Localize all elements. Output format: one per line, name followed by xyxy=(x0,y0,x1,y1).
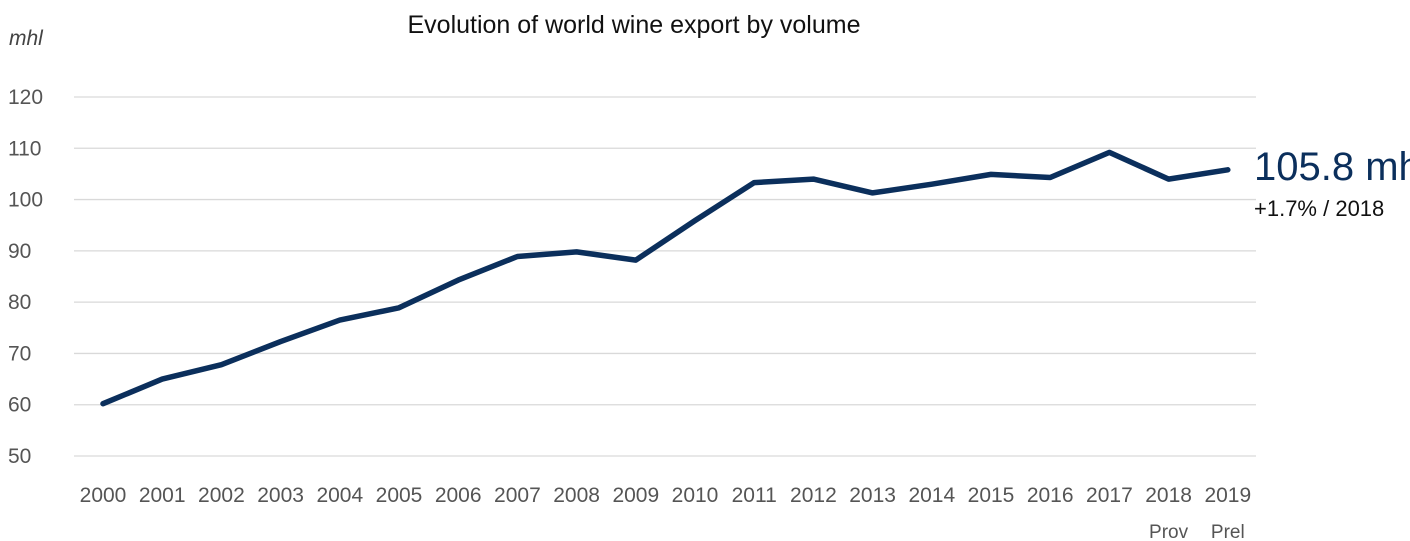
x-tick-label: 2001 xyxy=(139,484,186,507)
x-tick-label: 2015 xyxy=(968,484,1015,507)
x-tick-label: 2000 xyxy=(80,484,127,507)
x-tick-label: 2018 xyxy=(1145,484,1192,507)
y-tick-label: 90 xyxy=(8,240,31,263)
x-axis-ticks: 2000 2001 2002 2003 2004 2005 2006 2007 2008 2009… xyxy=(80,484,1252,541)
y-axis-ticks: 50 60 70 80 90 100 110 120 xyxy=(8,86,43,468)
x-tick-label: 2017 xyxy=(1086,484,1133,507)
x-tick-label: 2003 xyxy=(257,484,304,507)
y-tick-label: 70 xyxy=(8,342,31,365)
gridlines xyxy=(74,96,1256,457)
y-tick-label: 60 xyxy=(8,394,31,417)
x-tick-label: 2011 xyxy=(732,484,777,507)
x-tick-label: 2016 xyxy=(1027,484,1074,507)
chart-title: Evolution of world wine export by volume xyxy=(407,11,860,39)
y-tick-label: 80 xyxy=(8,291,31,314)
x-tick-label: 2013 xyxy=(849,484,896,507)
x-tick-sublabel: Prov xyxy=(1149,522,1189,541)
x-tick-label: 2009 xyxy=(612,484,659,507)
latest-value-label: 105.8 mhl xyxy=(1254,145,1410,189)
x-tick-label: 2014 xyxy=(908,484,955,507)
y-tick-label: 110 xyxy=(8,137,41,160)
x-tick-label: 2010 xyxy=(672,484,719,507)
x-tick-label: 2004 xyxy=(316,484,363,507)
x-tick-label: 2008 xyxy=(553,484,600,507)
y-tick-label: 50 xyxy=(8,445,31,468)
change-label: +1.7% / 2018 xyxy=(1254,196,1384,221)
x-tick-sublabel: Prel xyxy=(1211,522,1245,541)
x-tick-label: 2012 xyxy=(790,484,837,507)
x-tick-label: 2005 xyxy=(376,484,423,507)
series-line xyxy=(100,149,1231,407)
x-tick-label: 2019 xyxy=(1204,484,1251,507)
x-tick-label: 2007 xyxy=(494,484,541,507)
x-tick-label: 2002 xyxy=(198,484,245,507)
y-axis-unit: mhl xyxy=(9,27,44,50)
x-tick-label: 2006 xyxy=(435,484,482,507)
y-tick-label: 100 xyxy=(8,189,43,212)
y-tick-label: 120 xyxy=(8,86,43,109)
